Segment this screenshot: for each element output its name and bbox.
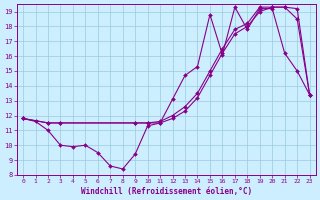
X-axis label: Windchill (Refroidissement éolien,°C): Windchill (Refroidissement éolien,°C) <box>81 187 252 196</box>
